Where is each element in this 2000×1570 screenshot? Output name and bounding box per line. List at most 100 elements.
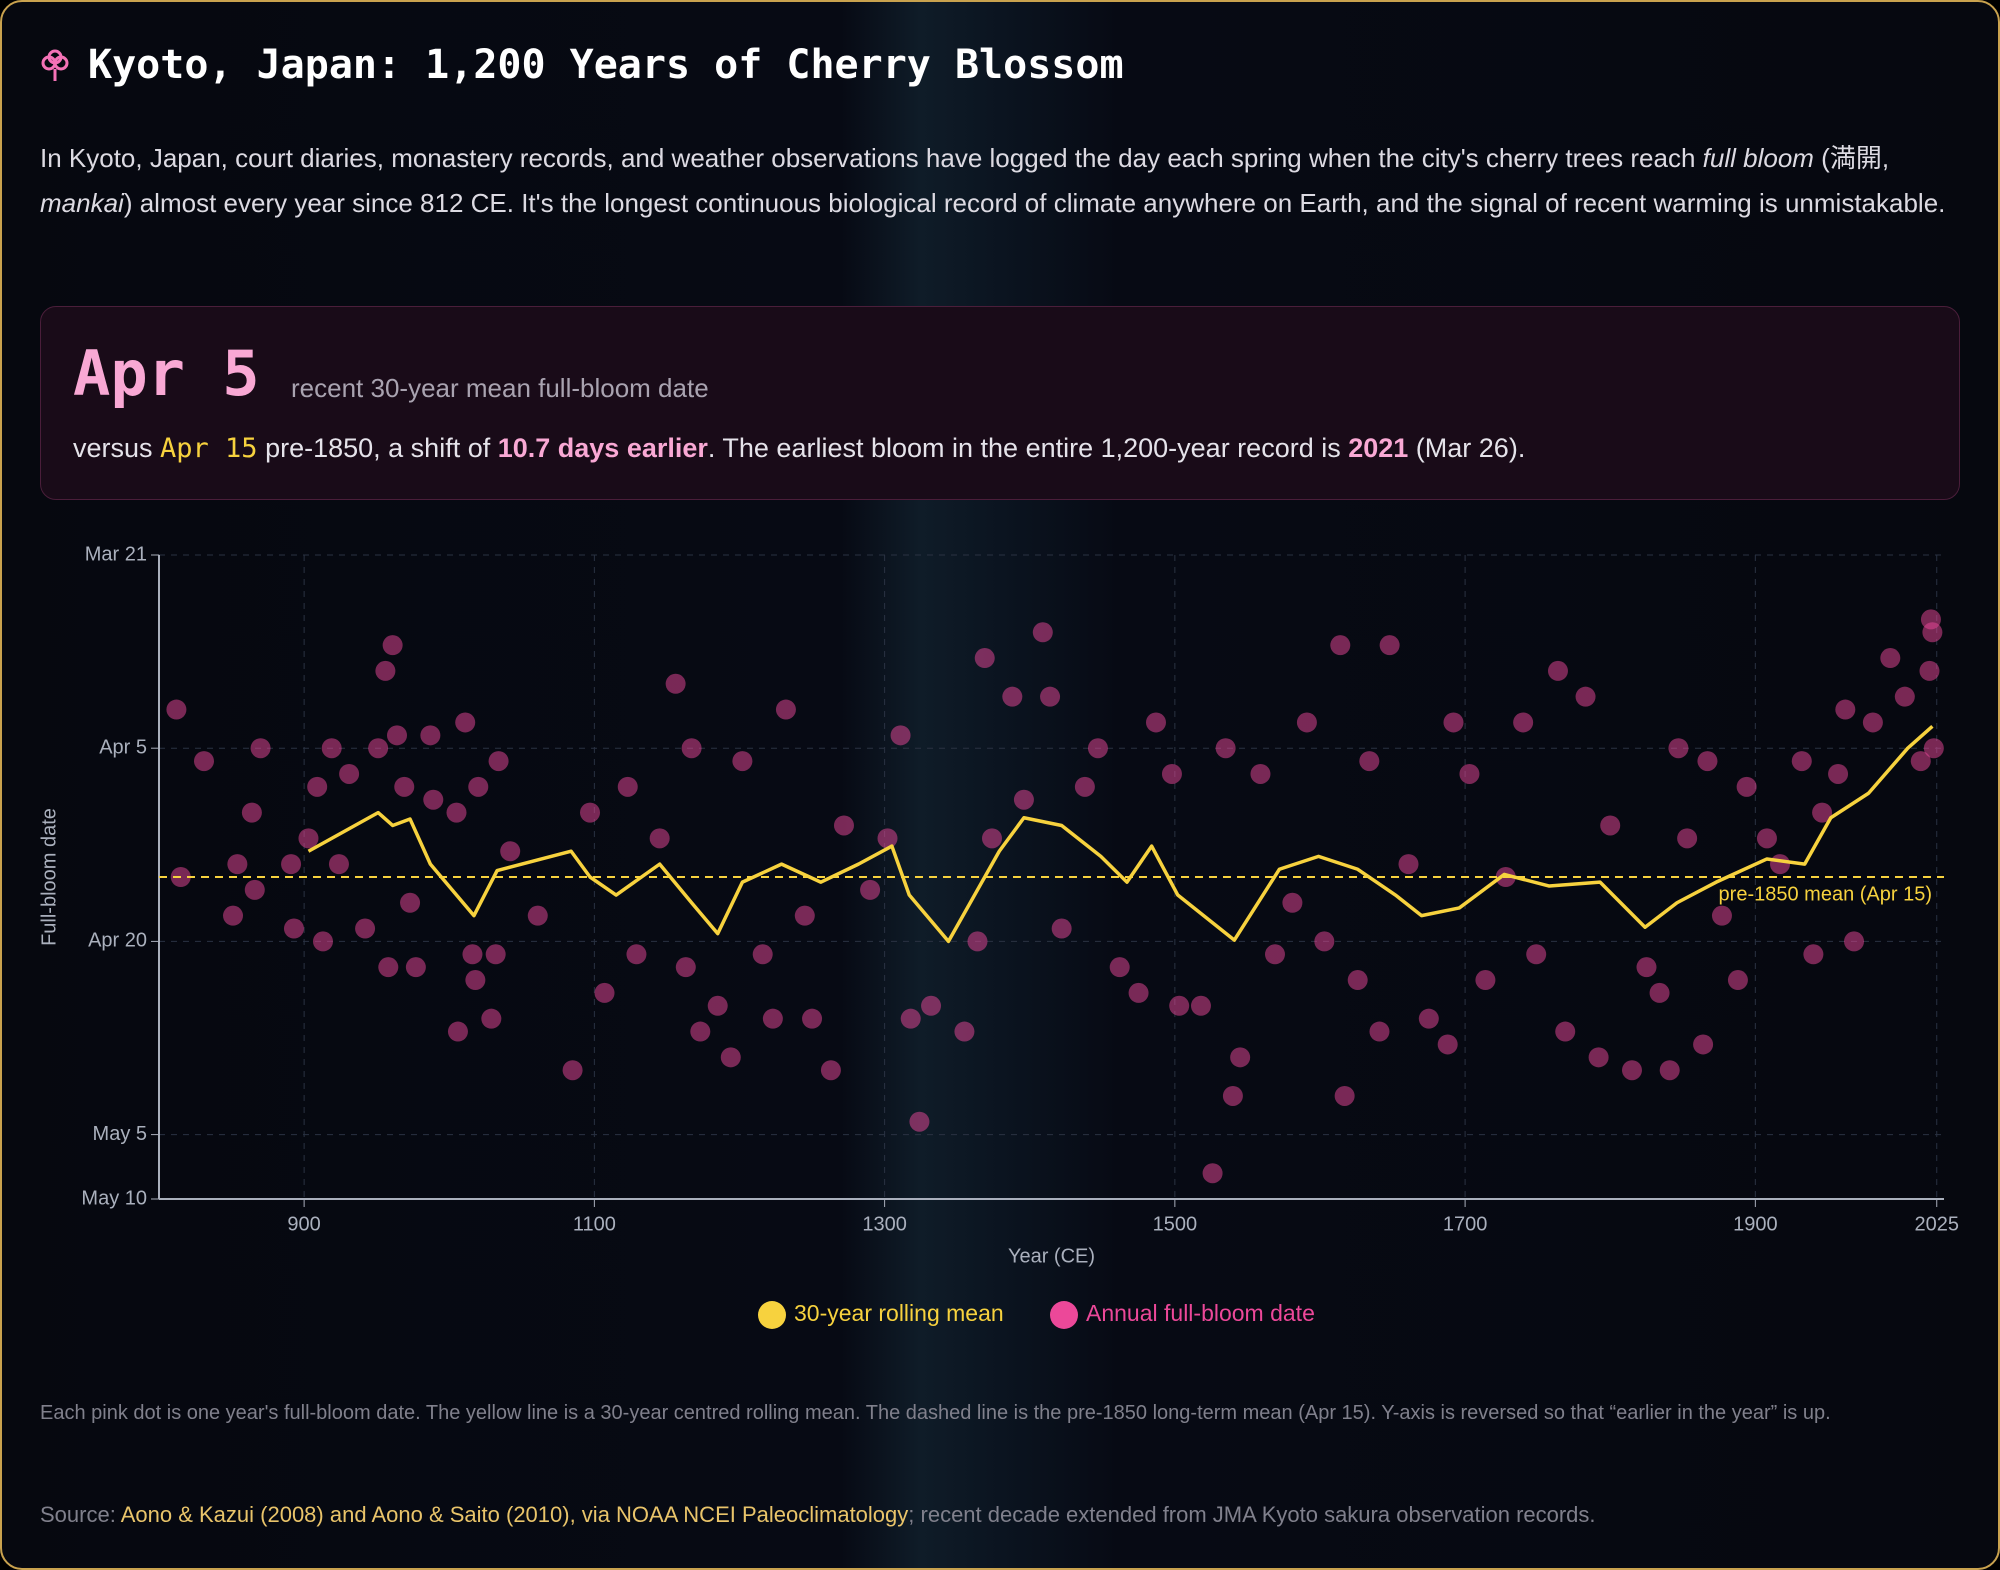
- bloom-dot: [1215, 738, 1236, 759]
- bloom-dot: [1668, 738, 1689, 759]
- bloom-dot: [594, 982, 615, 1003]
- page-title: Kyoto, Japan: 1,200 Years of Cherry Blos…: [88, 42, 1124, 88]
- detail-date: Apr 15: [160, 433, 258, 464]
- legend: 30-year rolling mean Annual full-bloom da…: [758, 1300, 1315, 1329]
- x-tick-label: 1300: [862, 1213, 907, 1235]
- bloom-dot: [328, 854, 349, 875]
- bloom-dot: [1359, 751, 1380, 772]
- bloom-dot: [193, 751, 214, 772]
- legend-label: Annual full-bloom date: [1086, 1300, 1315, 1326]
- bloom-dot: [223, 905, 244, 926]
- bloom-dot: [954, 1021, 975, 1042]
- bloom-dot: [1437, 1034, 1458, 1055]
- intro-text: (満開,: [1813, 143, 1890, 173]
- legend-swatch: [758, 1301, 786, 1329]
- bloom-dot: [1862, 712, 1883, 733]
- bloom-dot: [1919, 660, 1940, 681]
- chart: Mar 21 Apr 5 Apr 20 May 5 May 10 900 1100 1300 1…: [38, 543, 1959, 1329]
- bloom-dot: [775, 699, 796, 720]
- source-link[interactable]: Aono & Kazui (2008) and Aono & Saito (20…: [120, 1502, 909, 1527]
- title-row: Kyoto, Japan: 1,200 Years of Cherry Blos…: [40, 42, 1124, 88]
- bloom-dot: [1161, 763, 1182, 784]
- reference-label: pre-1850 mean (Apr 15): [1719, 883, 1932, 905]
- legend-swatch: [1050, 1301, 1078, 1329]
- bloom-dot: [1923, 738, 1944, 759]
- bloom-dot: [1828, 763, 1849, 784]
- bloom-dot: [355, 918, 376, 939]
- stat-detail: versus Apr 15 pre-1850, a shift of 10.7 …: [73, 433, 1525, 464]
- bloom-dot: [468, 776, 489, 797]
- legend-label: 30-year rolling mean: [794, 1300, 1004, 1326]
- y-axis-title: Full-bloom date: [38, 808, 60, 946]
- bloom-dot: [1314, 931, 1335, 952]
- bloom-dot: [1040, 686, 1061, 707]
- bloom-dot: [1636, 957, 1657, 978]
- bloom-dot: [1922, 622, 1943, 643]
- bloom-dot: [1398, 854, 1419, 875]
- bloom-dot: [1334, 1085, 1355, 1106]
- source-prefix: Source:: [40, 1502, 121, 1527]
- bloom-dot: [382, 635, 403, 656]
- source-suffix: ; recent decade extended from JMA Kyoto …: [908, 1502, 1596, 1527]
- bloom-dot: [227, 854, 248, 875]
- bloom-dot: [1202, 1163, 1223, 1184]
- bloom-dot: [681, 738, 702, 759]
- bloom-dot: [1693, 1034, 1714, 1055]
- bloom-dot: [1169, 995, 1190, 1016]
- bloom-dot: [446, 802, 467, 823]
- bloom-dot: [1844, 931, 1865, 952]
- bloom-dot: [649, 828, 670, 849]
- bloom-dot: [481, 1008, 502, 1029]
- bloom-dot: [877, 828, 898, 849]
- bloom-dot: [909, 1111, 930, 1132]
- bloom-dot: [465, 970, 486, 991]
- bloom-dot: [1600, 815, 1621, 836]
- bloom-dot: [321, 738, 342, 759]
- detail-highlight: 2021: [1348, 433, 1409, 463]
- bloom-dot: [1910, 751, 1931, 772]
- bloom-dot: [1369, 1021, 1390, 1042]
- intro-text: In Kyoto, Japan, court diaries, monaster…: [40, 143, 1703, 173]
- bloom-dot: [1770, 854, 1791, 875]
- bloom-dot: [298, 828, 319, 849]
- bloom-dot: [1013, 789, 1034, 810]
- bloom-dot: [1296, 712, 1317, 733]
- bloom-dot: [423, 789, 444, 810]
- bloom-dot: [833, 815, 854, 836]
- bloom-dot: [420, 725, 441, 746]
- bloom-dot: [1894, 686, 1915, 707]
- bloom-dot: [394, 776, 415, 797]
- bloom-dot: [387, 725, 407, 746]
- bloom-dot: [617, 776, 638, 797]
- bloom-dot: [1379, 635, 1400, 656]
- y-tick-label: May 10: [81, 1187, 147, 1209]
- bloom-dot: [562, 1060, 583, 1081]
- bloom-dot: [1711, 905, 1732, 926]
- bloom-dot: [447, 1021, 468, 1042]
- x-tick-label: 1900: [1733, 1213, 1778, 1235]
- bloom-dot: [690, 1021, 711, 1042]
- bloom-dot: [1128, 982, 1149, 1003]
- bloom-dot: [860, 879, 881, 900]
- footnote: Each pink dot is one year's full-bloom d…: [40, 1402, 1831, 1424]
- bloom-dot: [485, 944, 506, 965]
- bloom-dot: [1250, 763, 1271, 784]
- bloom-dot: [1330, 635, 1351, 656]
- bloom-dot: [405, 957, 426, 978]
- bloom-dot: [974, 648, 995, 669]
- bloom-dot: [1190, 995, 1211, 1016]
- bloom-dot: [707, 995, 728, 1016]
- bloom-dot: [1145, 712, 1166, 733]
- bloom-dot: [762, 1008, 783, 1029]
- bloom-dot: [675, 957, 696, 978]
- x-tick-label: 1500: [1153, 1213, 1198, 1235]
- x-tick-label: 1100: [573, 1213, 616, 1235]
- bloom-dot: [1575, 686, 1596, 707]
- bloom-dot: [1347, 970, 1368, 991]
- bloom-dot: [1621, 1060, 1642, 1081]
- bloom-dot: [166, 699, 187, 720]
- bloom-dot: [1222, 1085, 1243, 1106]
- bloom-dot: [1803, 944, 1824, 965]
- bloom-dot: [1555, 1021, 1576, 1042]
